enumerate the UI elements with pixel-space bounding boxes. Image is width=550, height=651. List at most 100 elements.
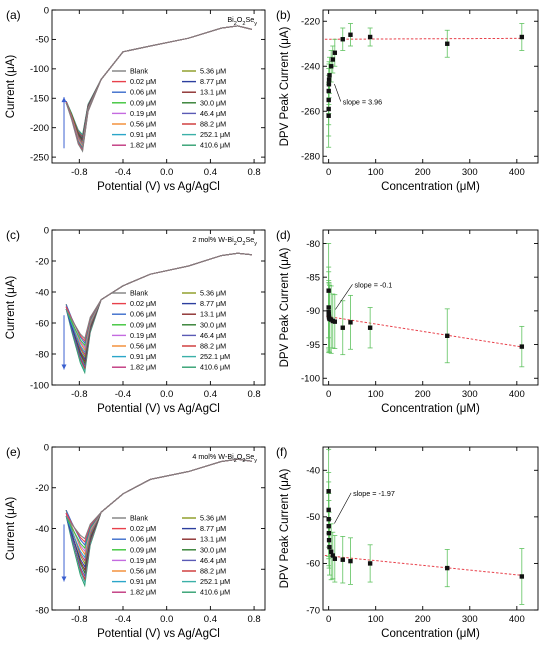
x-tick-label: 0.4	[204, 389, 217, 400]
data-point-5	[326, 77, 332, 82]
data-point-14	[519, 574, 525, 579]
panel-letter: (d)	[276, 228, 291, 242]
y-tick-label: -85	[306, 272, 320, 283]
x-axis-title: Concentration (μM)	[381, 181, 480, 193]
slope-label: slope = -0.1	[355, 280, 393, 289]
data-point-0	[326, 113, 331, 118]
slope-pointer	[335, 284, 353, 310]
legend-label-3: 0.09 μM	[130, 545, 156, 554]
legend-label-12: 46.4 μM	[200, 556, 226, 565]
x-tick-label: -0.4	[115, 614, 131, 625]
panel-letter: (b)	[276, 8, 291, 22]
y-tick-label: -280	[301, 152, 320, 163]
y-tick-label: -90	[306, 306, 320, 317]
y-tick-label: -95	[306, 340, 320, 351]
legend-label-4: 0.19 μM	[130, 556, 156, 565]
trend-arrow-head	[61, 576, 67, 582]
y-axis-title: Current (μA)	[5, 55, 17, 119]
panel-f: (f) 0 100 200 300 400 -70 -60 -50 -40 Concentratio…	[276, 445, 539, 640]
x-tick-label: 400	[509, 614, 525, 625]
fit-line	[326, 315, 524, 348]
data-point-14	[519, 344, 525, 349]
y-tick-label: 0	[44, 225, 49, 236]
cv-curve-0	[65, 25, 253, 153]
y-tick-label: -60	[35, 565, 49, 576]
x-tick-label: 100	[368, 167, 384, 178]
y-tick-label: -60	[306, 559, 320, 570]
panel-letter: (f)	[276, 445, 287, 459]
y-tick-label: -40	[306, 466, 320, 477]
legend-label-1: 0.02 μM	[130, 299, 156, 308]
legend-label-11: 30.0 μM	[200, 320, 226, 329]
panel-e: (e) -0.8 -0.4 0.0 0.4 0.8 -80 -60 -40 -20 0 Potenti…	[5, 442, 266, 640]
x-tick-label: 200	[415, 389, 431, 400]
slope-pointer	[334, 83, 342, 102]
legend-label-14: 252.1 μM	[200, 130, 230, 139]
legend-label-14: 252.1 μM	[200, 352, 230, 361]
cv-curve-0	[65, 458, 252, 540]
y-tick-label: -80	[35, 349, 49, 360]
legend-label-14: 252.1 μM	[200, 577, 230, 586]
y-tick-label: -40	[35, 287, 49, 298]
y-tick-label: -250	[30, 152, 49, 163]
y-tick-label: -100	[30, 64, 49, 75]
material-label: Bi2O2Sey	[227, 15, 257, 27]
legend-label-13: 88.2 μM	[200, 120, 226, 129]
data-point-2	[326, 516, 331, 522]
legend-label-6: 0.91 μM	[130, 577, 156, 586]
x-axis-title: Potential (V) vs Ag/AgCl	[97, 181, 220, 193]
x-axis-title: Concentration (μM)	[381, 403, 480, 415]
y-tick-label: 0	[44, 5, 49, 16]
legend-label-5: 0.56 μM	[130, 120, 156, 129]
legend-label-9: 8.77 μM	[200, 299, 226, 308]
y-axis-title: DPV Peak Current (μA)	[279, 26, 291, 146]
data-point-13	[445, 565, 450, 571]
data-point-10	[340, 557, 345, 562]
y-tick-label: -100	[301, 374, 320, 385]
x-tick-label: 0.4	[204, 614, 217, 625]
data-point-12	[367, 34, 373, 40]
x-tick-label: 0	[326, 389, 331, 400]
panel-letter: (a)	[6, 8, 21, 22]
data-point-4	[326, 530, 332, 536]
x-tick-label: 0	[326, 167, 331, 178]
data-point-1	[326, 507, 331, 513]
y-tick-label: -150	[30, 94, 49, 105]
x-axis-title: Concentration (μM)	[381, 628, 480, 640]
scatter-plot	[324, 448, 525, 605]
legend-label-8: 5.36 μM	[200, 514, 226, 523]
x-tick-label: -0.8	[71, 167, 87, 178]
x-tick-label: -0.4	[115, 389, 131, 400]
legend-label-11: 30.0 μM	[200, 98, 226, 107]
fit-line	[324, 555, 524, 577]
x-tick-label: 0	[326, 614, 331, 625]
data-point-13	[445, 41, 450, 46]
y-tick-label: -20	[35, 256, 49, 267]
x-tick-label: -0.8	[71, 389, 87, 400]
data-point-9	[332, 556, 338, 561]
data-point-11	[348, 558, 353, 564]
legend-label-10: 13.1 μM	[200, 88, 226, 97]
data-point-7	[328, 64, 334, 69]
x-tick-label: 0.0	[160, 389, 173, 400]
legend-label-10: 13.1 μM	[200, 535, 226, 544]
legend-label-9: 8.77 μM	[200, 524, 226, 533]
panel-letter: (c)	[6, 228, 20, 242]
legend-label-3: 0.09 μM	[130, 98, 156, 107]
x-tick-label: 0.8	[247, 614, 260, 625]
data-point-1	[326, 305, 331, 310]
y-tick-label: -240	[301, 62, 320, 73]
y-tick-label: -260	[301, 107, 320, 118]
data-point-13	[445, 333, 450, 339]
panel-b: (b) 0 100 200 300 400 -280 -260 -240 -220 Concentr…	[276, 8, 539, 193]
plot-frame	[51, 229, 266, 386]
x-axis-title: Potential (V) vs Ag/AgCl	[97, 628, 220, 640]
y-axis-title: Current (μA)	[5, 497, 17, 561]
legend-label-10: 13.1 μM	[200, 310, 226, 319]
y-axis-title: DPV Peak Current (μA)	[279, 247, 291, 367]
y-tick-label: -20	[35, 483, 49, 494]
x-tick-label: 300	[462, 389, 478, 400]
data-point-3	[326, 523, 331, 529]
legend-label-5: 0.56 μM	[130, 342, 156, 351]
